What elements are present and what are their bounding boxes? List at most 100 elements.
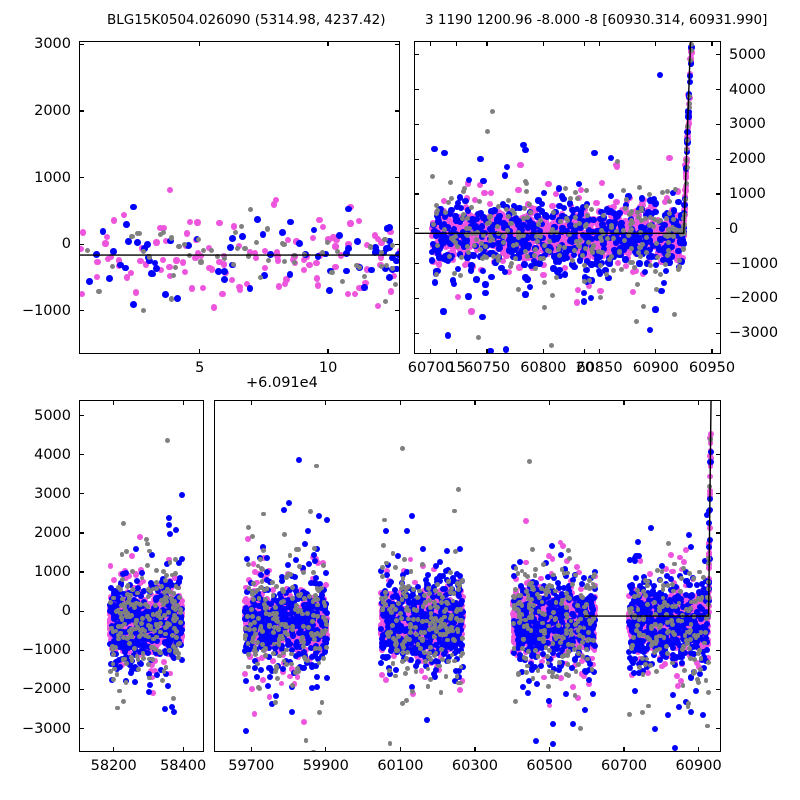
data-point (286, 271, 294, 279)
data-point (390, 265, 396, 271)
data-point (388, 288, 395, 295)
data-point (273, 249, 281, 256)
data-point (630, 288, 637, 295)
data-point (574, 286, 581, 293)
data-point (144, 563, 150, 569)
data-point (329, 269, 335, 276)
data-point (122, 608, 128, 614)
data-point (123, 680, 129, 686)
data-point (265, 257, 272, 263)
data-point (166, 530, 173, 537)
plot-panel-season-recent[interactable] (414, 41, 721, 354)
data-point (449, 257, 457, 264)
data-point (310, 226, 318, 234)
data-point (199, 284, 206, 291)
data-point (104, 233, 111, 240)
data-point (343, 267, 351, 275)
data-point (166, 186, 174, 194)
data-point (163, 237, 170, 245)
data-point (227, 243, 234, 251)
plot-panel-full-baseline-segment-2[interactable] (214, 400, 721, 752)
data-point (147, 254, 153, 260)
data-point (161, 613, 167, 619)
data-point (171, 709, 178, 716)
data-point (176, 243, 182, 250)
data-point (239, 223, 245, 229)
data-point (120, 698, 126, 704)
data-point (549, 203, 556, 210)
data-point (164, 682, 171, 689)
data-point (675, 188, 682, 195)
data-point (128, 669, 135, 676)
data-point (313, 275, 321, 282)
data-point (172, 557, 178, 562)
x-axis-offset-label: +6.091e4 (246, 375, 318, 391)
data-point (135, 666, 141, 672)
data-point (274, 257, 282, 264)
data-point (374, 235, 382, 243)
data-point (229, 235, 237, 243)
data-point (332, 243, 340, 250)
data-point (330, 234, 337, 241)
data-point (182, 242, 188, 248)
data-point (630, 268, 637, 276)
data-point (335, 248, 341, 254)
data-point (129, 553, 136, 559)
data-point (216, 219, 223, 227)
data-point (324, 239, 331, 245)
data-point (196, 237, 202, 243)
model-curve-zoom-peak (80, 254, 399, 256)
data-point (271, 201, 278, 208)
data-point (314, 253, 322, 260)
data-point (378, 239, 385, 246)
data-point (214, 253, 221, 259)
data-point (259, 231, 267, 238)
data-point (321, 250, 329, 258)
data-point (154, 671, 161, 678)
data-point (261, 247, 269, 255)
data-point (132, 601, 138, 607)
data-point (124, 612, 129, 618)
data-point (284, 236, 292, 244)
plot-panel-zoom-peak[interactable] (79, 41, 400, 354)
data-point (129, 569, 135, 575)
data-point (339, 279, 345, 285)
data-point (235, 246, 241, 252)
data-point (153, 239, 160, 246)
data-point (210, 304, 218, 311)
data-point (171, 590, 177, 596)
data-point (540, 261, 547, 269)
data-point (110, 628, 116, 634)
data-point (145, 650, 152, 657)
data-point (116, 257, 123, 264)
data-point (198, 259, 204, 265)
data-point (136, 601, 142, 607)
data-point (353, 238, 361, 246)
data-point (149, 552, 156, 559)
data-point (515, 186, 522, 193)
data-point (454, 293, 461, 301)
data-point (155, 612, 160, 618)
data-point (597, 288, 604, 295)
data-point (121, 212, 128, 219)
data-point (93, 274, 100, 281)
data-point (261, 272, 268, 279)
data-point (274, 252, 281, 260)
data-point (336, 232, 343, 240)
data-point (345, 245, 352, 252)
data-point (347, 220, 354, 227)
data-point (214, 268, 222, 275)
data-point (468, 308, 475, 315)
data-point (172, 527, 179, 534)
data-point (187, 218, 194, 226)
data-point (132, 546, 139, 553)
data-point (387, 228, 394, 236)
plot-panel-full-baseline-segment-1[interactable] (79, 400, 204, 752)
data-point (552, 191, 560, 198)
data-point (499, 257, 507, 265)
data-point (122, 264, 130, 272)
data-point (314, 282, 322, 289)
data-point (343, 249, 350, 257)
data-point (378, 264, 384, 270)
